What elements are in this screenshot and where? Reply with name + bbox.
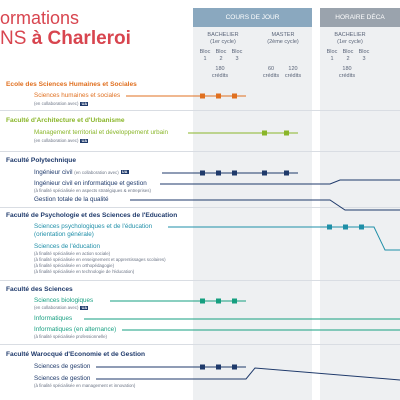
program-note: (à finalité spécialisée en technologie d… bbox=[34, 269, 135, 274]
bloc-2-label: Bloc 2 bbox=[215, 49, 227, 62]
track-line bbox=[96, 367, 400, 381]
program-informatiques[interactable]: Informatiques bbox=[34, 315, 73, 322]
bloc-marker bbox=[284, 130, 289, 136]
program-sciences-biologiques[interactable]: Sciences biologiques bbox=[34, 297, 94, 304]
program-note: (à finalité spécialisée en enseignement … bbox=[34, 257, 166, 262]
bloc-marker bbox=[232, 364, 237, 370]
title-prefix: NS bbox=[0, 28, 27, 49]
program-sciences-gestion-2[interactable]: Sciences de gestion bbox=[34, 375, 91, 382]
bloc-marker bbox=[216, 170, 221, 176]
program-note: (à finalité spécialisée en management et… bbox=[34, 383, 136, 388]
program-ingenieur-civil-informatique[interactable]: Ingénieur civil en informatique et gesti… bbox=[34, 180, 147, 187]
separator bbox=[0, 207, 400, 208]
bloc-marker bbox=[200, 298, 205, 304]
program-label: Ingénieur civil bbox=[34, 169, 73, 176]
program-note: (à finalité spécialisée professionnelle) bbox=[34, 334, 107, 339]
program-informatiques-alternance[interactable]: Informatiques (en alternance) bbox=[34, 326, 117, 333]
program-orientation-generale: (orientation générale) bbox=[34, 231, 94, 238]
bloc-marker bbox=[284, 170, 289, 176]
faculty-title-shs: Ecole des Sciences Humaines et Sociales bbox=[6, 81, 137, 88]
bloc-1-label-decale: Bloc 1 bbox=[326, 49, 338, 62]
bloc-marker bbox=[232, 93, 237, 99]
program-ingenieur-civil[interactable]: Ingénieur civil (en collaboration avec) U… bbox=[34, 169, 129, 176]
bloc-1-label: Bloc 1 bbox=[199, 49, 211, 62]
note-text: (en collaboration avec) bbox=[34, 138, 79, 143]
bachelier-credits: 180 crédits bbox=[211, 66, 229, 79]
program-sciences-gestion[interactable]: Sciences de gestion bbox=[34, 363, 91, 370]
bloc-marker bbox=[216, 364, 221, 370]
bloc-marker bbox=[200, 364, 205, 370]
page-title-line1: ormations bbox=[0, 8, 80, 28]
horaire-decale-band bbox=[320, 27, 400, 400]
bloc-marker bbox=[262, 170, 267, 176]
title-city: à Charleroi bbox=[31, 28, 131, 49]
horaire-decale-header: HORAIRE DÉCA bbox=[320, 8, 400, 27]
master-120-credits: 120 crédits bbox=[284, 66, 302, 79]
program-note: (en collaboration avec) UA bbox=[34, 138, 89, 143]
program-sciences-education[interactable]: Sciences de l'éducation bbox=[34, 243, 100, 250]
program-note: (à finalité spécialisée en action social… bbox=[34, 251, 111, 256]
bloc-marker bbox=[216, 93, 221, 99]
separator bbox=[0, 280, 400, 281]
bloc-marker bbox=[232, 298, 237, 304]
bloc-marker bbox=[262, 130, 267, 136]
program-note: (à finalité spécialisée en orthopédagogi… bbox=[34, 263, 115, 268]
bachelier-label: BACHELIER bbox=[207, 32, 239, 38]
master-60-credits: 60 crédits bbox=[262, 66, 280, 79]
faculty-title-warocque: Faculté Warocqué d'Economie et de Gestio… bbox=[6, 351, 146, 358]
note-text: (en collaboration avec) bbox=[34, 101, 79, 106]
separator bbox=[0, 110, 400, 111]
bachelier-credits-decale: 180 crédits bbox=[338, 66, 356, 79]
bloc-marker bbox=[327, 224, 332, 230]
bloc-3-label: Bloc 3 bbox=[231, 49, 243, 62]
bachelier-cycle-decale: (1er cycle) bbox=[337, 39, 363, 45]
program-gestion-qualite[interactable]: Gestion totale de la qualité bbox=[34, 196, 109, 203]
track-line bbox=[168, 226, 400, 251]
ua-badge: UA bbox=[120, 170, 129, 175]
program-sciences-humaines[interactable]: Sciences humaines et sociales bbox=[34, 92, 121, 99]
track-line bbox=[130, 199, 400, 211]
program-note: (en collaboration avec) UA bbox=[34, 305, 89, 310]
faculty-title-psychologie: Faculté de Psychologie et des Sciences d… bbox=[6, 212, 178, 219]
ua-badge: UA bbox=[80, 138, 89, 143]
bloc-marker bbox=[343, 224, 348, 230]
bachelier-cycle: (1er cycle) bbox=[210, 39, 236, 45]
note-text: (en collaboration avec) bbox=[74, 170, 119, 175]
bloc-marker bbox=[200, 170, 205, 176]
note-text: (en collaboration avec) bbox=[34, 305, 79, 310]
ua-badge: UA bbox=[80, 305, 89, 310]
program-note: (en collaboration avec) UA bbox=[34, 101, 89, 106]
bloc-marker bbox=[359, 224, 364, 230]
bloc-2-label-decale: Bloc 2 bbox=[342, 49, 354, 62]
faculty-title-polytechnique: Faculté Polytechnique bbox=[6, 157, 76, 164]
separator bbox=[0, 151, 400, 152]
bloc-3-label-decale: Bloc 3 bbox=[358, 49, 370, 62]
master-label: MASTER bbox=[271, 32, 295, 38]
program-management-territorial[interactable]: Management territorial et développement … bbox=[34, 129, 169, 136]
program-sciences-psychologiques[interactable]: Sciences psychologiques et de l'éducatio… bbox=[34, 223, 153, 230]
bloc-marker bbox=[216, 298, 221, 304]
program-note: (à finalité spécialisée en aspects strat… bbox=[34, 188, 151, 193]
bloc-marker bbox=[232, 170, 237, 176]
track-line bbox=[160, 179, 400, 185]
separator bbox=[0, 344, 400, 345]
ua-badge: UA bbox=[80, 101, 89, 106]
cours-de-jour-header: COURS DE JOUR bbox=[193, 8, 312, 27]
bloc-marker bbox=[200, 93, 205, 99]
cours-de-jour-band bbox=[193, 27, 312, 400]
faculty-title-sciences: Faculté des Sciences bbox=[6, 286, 73, 293]
master-cycle: (2ème cycle) bbox=[267, 39, 299, 45]
page-title-line2: NS à Charleroi bbox=[0, 28, 131, 50]
faculty-title-architecture: Faculté d'Architecture et d'Urbanisme bbox=[6, 117, 125, 124]
bachelier-label-decale: BACHELIER bbox=[334, 32, 366, 38]
